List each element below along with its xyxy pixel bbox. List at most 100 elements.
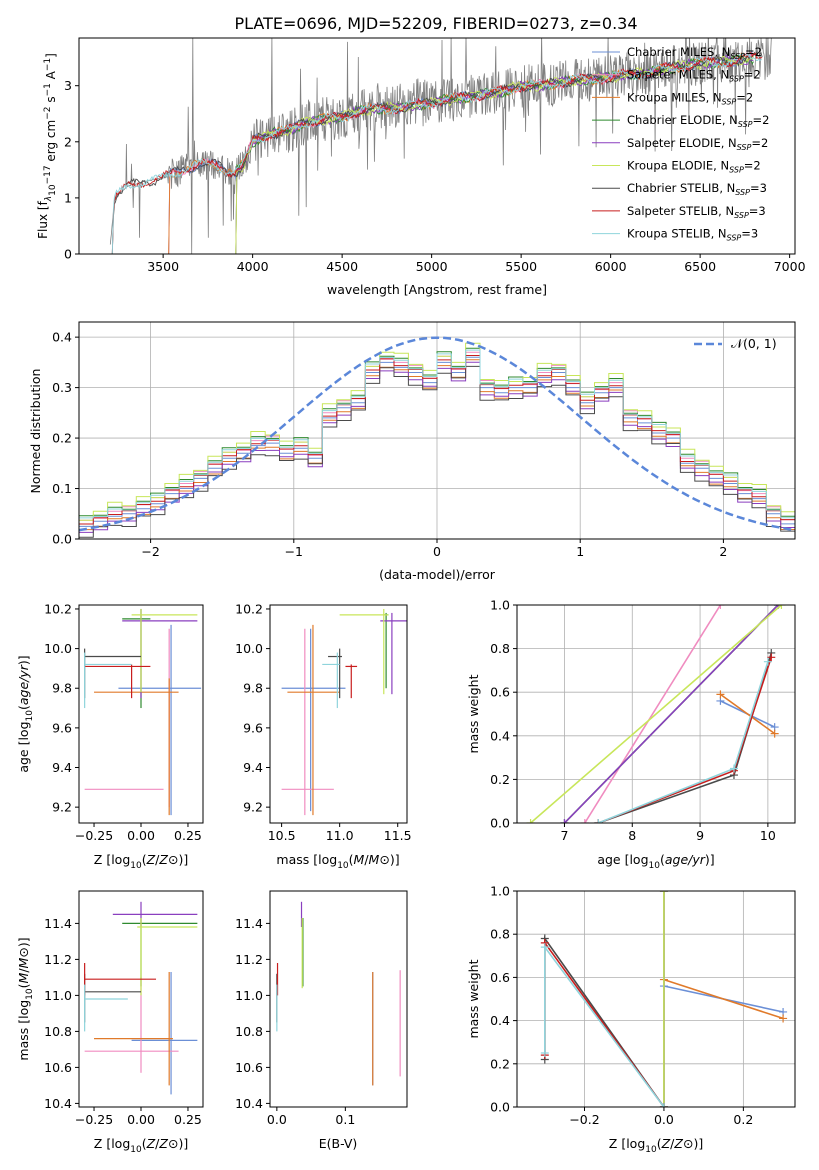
mwpanel-4-ytick-label: 0.6 [490, 685, 510, 700]
errpanel-6-xtick-label: 0.1 [335, 1112, 355, 1127]
mw-marker-kroupa_stelib [540, 1049, 549, 1057]
legend-label-tail: =3 [749, 204, 766, 218]
spectrum-ylabel-part: Flux [f [36, 200, 50, 238]
mwZ-xlabel-part: )] [693, 1136, 703, 1151]
errpanel-6-ytick-label: 11.2 [235, 952, 263, 967]
ageMass-xlabel-part: ⊙ [379, 852, 389, 867]
errpanel-6-ytick-label: 11.4 [235, 916, 263, 931]
errpanel-6-xtick-label: 0.0 [267, 1112, 287, 1127]
hist-xtick-label: −2 [141, 544, 159, 559]
mw-marker-kroupa_elodie [777, 605, 786, 609]
mw-marker-kroupa_stelib [594, 819, 603, 823]
figure-title: PLATE=0696, MJD=52209, FIBERID=0273, z=0… [234, 14, 637, 33]
spectrum-ylabel-part: s [44, 96, 58, 106]
mwpanel-7-xtick-label: 0.2 [733, 1112, 753, 1127]
errpanel-2-ytick-label: 10.2 [44, 601, 72, 616]
errpanel-2-ytick-label: 9.8 [52, 681, 72, 696]
legend-label-sub: SSP [727, 234, 742, 243]
legend-label: Kroupa ELODIE, NSSP=2 [627, 159, 761, 175]
errpanel-3-xtick-label: 11.0 [326, 828, 354, 843]
model-kroupa_elodie [234, 55, 754, 254]
ageMass-xlabel-part: mass [log [276, 852, 337, 867]
model-chabrier_stelib [111, 50, 763, 254]
errpanel-6-frame [269, 890, 408, 1108]
ageZ-xlabel-part: Z [log [94, 852, 130, 867]
errpanel-2-ytick-label: 9.2 [52, 800, 72, 815]
mwAge-xlabel-part: age [log [597, 852, 648, 867]
errpanel-2-axes: −0.25 0.00 0.259.29.49.69.810.010.2Z [log1… [16, 601, 204, 871]
ageMass-xlabel-part: )] [390, 852, 400, 867]
hist-ytick-label: 0.4 [52, 330, 72, 345]
mwZ-ylabel: mass weight [466, 959, 481, 1038]
plot-area [526, 605, 786, 823]
mw-marker-kroupa_elodie [526, 819, 535, 823]
mw-marker-salpeter_miles [580, 819, 589, 823]
mwpanel-4-xtick-label: 8 [628, 828, 636, 843]
gaussian-curve [79, 336, 795, 532]
hist-axes: −2 −1 0 1 2 0.0 0.1 0.2 0.3 0.4 (data-model)/error… [28, 321, 796, 582]
mw-line-salpeter_elodie [563, 605, 779, 823]
hist-series-kroupa_stelib [79, 349, 795, 519]
ageZ-xlabel-part: / [155, 852, 160, 867]
spectrum-xtick-label: 5000 [416, 259, 448, 274]
mwZ-xlabel-part: 10 [645, 1145, 657, 1155]
errpanel-5-xtick-label: 0.00 [127, 1112, 155, 1127]
spectrum-axes: 3500 4000 4500 5000 5500 6000 6500 7000 0 1 2 3 wave… [36, 37, 806, 297]
ageZ-xlabel-part: ( [142, 852, 147, 867]
legend-label: Chabrier MILES, NSSP=2 [627, 45, 762, 61]
mwpanel-4-xtick-label: 10 [760, 828, 776, 843]
mwZ-xlabel-part: / [670, 1136, 675, 1151]
spectrum-ylabel: Flux [fλ10−17 erg cm−2 s−1 A−1] [36, 53, 58, 239]
massZ-ylabel-part: ⊙ [16, 947, 31, 957]
spectrum-frame [78, 37, 796, 255]
legend-label-name: Kroupa ELODIE, N [627, 159, 729, 173]
mw-line-kroupa_miles [663, 978, 784, 1020]
hist-xtick-label: 0 [433, 544, 441, 559]
spectrum-ylabel-part: erg cm [44, 120, 58, 166]
mwZ-xlabel: Z [log10(Z/Z⊙)] [609, 1136, 703, 1155]
gaussian-legend-label: 𝒩(0, 1) [731, 336, 777, 351]
mwpanel-7-axes: −0.2 0.0 0.20.00.20.40.60.81.0Z [log10(Z/Z… [466, 884, 796, 1155]
mwpanel-4-xtick-label: 9 [696, 828, 704, 843]
legend-label-name: Chabrier MILES, N [627, 45, 730, 59]
legend-label-tail: =2 [751, 136, 768, 150]
spectrum-ylabel-part: −17 [43, 165, 53, 184]
ageZ-xlabel-part: )] [178, 852, 188, 867]
mwpanel-4-ytick-label: 0.0 [490, 816, 510, 831]
ageZ-xlabel-part: Z [158, 852, 168, 867]
legend-label-name: Kroupa STELIB, N [627, 227, 727, 241]
mw-marker-kroupa_miles [770, 729, 779, 738]
data-spectrum [109, 38, 772, 254]
spectrum-ylabel-part: −1 [43, 83, 53, 96]
mw-marker-kroupa_stelib [540, 943, 549, 952]
plot-area [109, 38, 772, 254]
mwpanel-7-ytick-label: 1.0 [490, 884, 510, 899]
mw-line-salpeter_miles [584, 605, 722, 823]
errpanel-3-ytick-label: 9.6 [243, 720, 263, 735]
massZ-xlabel-part: ( [142, 1136, 147, 1151]
massZ-ylabel-part: M [16, 957, 31, 968]
errpanel-2-ytick-label: 9.6 [52, 720, 72, 735]
plot-area [84, 608, 202, 816]
massZ-xlabel: Z [log10(Z/Z⊙)] [94, 1136, 188, 1155]
massEBV-xlabel: E(B-V) [319, 1136, 358, 1151]
legend-label-tail: =2 [745, 45, 762, 59]
mw-marker-kroupa_stelib [763, 657, 772, 666]
mwpanel-7-frame [516, 890, 796, 1108]
legend-label-tail: =2 [736, 90, 753, 104]
ageMass-xlabel-part: M [354, 852, 365, 867]
legend-label: Kroupa STELIB, NSSP=3 [627, 227, 758, 243]
legend-label-tail: =3 [750, 181, 767, 195]
errpanel-3-frame [269, 604, 408, 824]
ageMass-xlabel-part: M [369, 852, 380, 867]
legend-label-sub: SSP [734, 211, 749, 220]
massZ-ylabel-part: 10 [25, 988, 35, 1000]
plot-area [276, 901, 401, 1086]
mwpanel-4-ytick-label: 1.0 [490, 598, 510, 613]
mwZ-xlabel-part: Z [661, 1136, 671, 1151]
errpanel-3-ytick-label: 9.2 [243, 800, 263, 815]
mwZ-xlabel-part: ( [657, 1136, 662, 1151]
massZ-xlabel-part: Z [146, 1136, 156, 1151]
spectrum-xtick-label: 7000 [774, 259, 806, 274]
